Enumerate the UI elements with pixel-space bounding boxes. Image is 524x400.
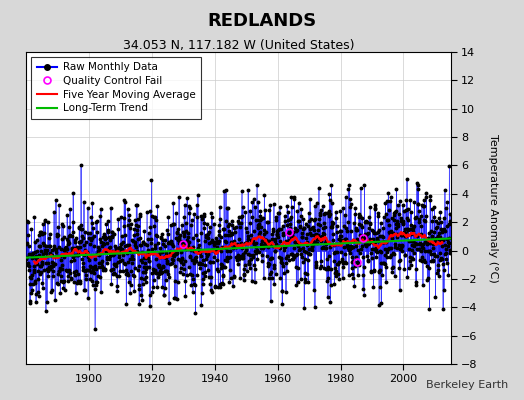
Y-axis label: Temperature Anomaly (°C): Temperature Anomaly (°C) <box>488 134 498 282</box>
Title: 34.053 N, 117.182 W (United States): 34.053 N, 117.182 W (United States) <box>123 39 354 52</box>
Text: Berkeley Earth: Berkeley Earth <box>426 380 508 390</box>
Text: REDLANDS: REDLANDS <box>208 12 316 30</box>
Legend: Raw Monthly Data, Quality Control Fail, Five Year Moving Average, Long-Term Tren: Raw Monthly Data, Quality Control Fail, … <box>31 57 201 118</box>
